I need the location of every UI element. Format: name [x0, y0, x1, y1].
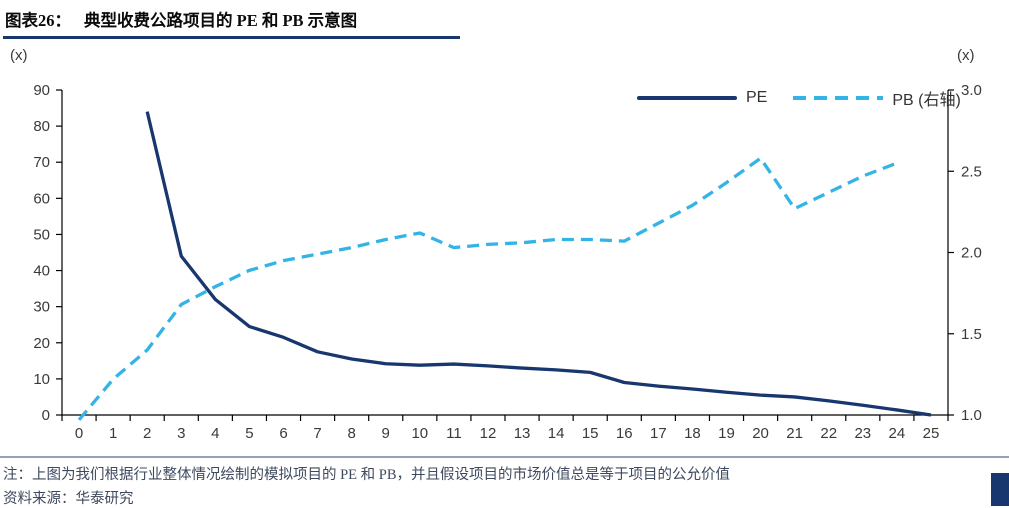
x-axis-tick-label: 12: [480, 425, 497, 442]
x-axis-tick-label: 19: [718, 425, 735, 442]
figure-header: 图表26： 典型收费公路项目的 PE 和 PB 示意图: [3, 5, 460, 39]
right-axis-tick-label: 3.0: [961, 82, 982, 99]
page-title: 典型收费公路项目的 PE 和 PB 示意图: [84, 11, 358, 30]
pb-legend-label: PB (右轴): [892, 92, 961, 109]
left-axis-tick-label: 20: [33, 335, 50, 352]
x-axis-tick-label: 14: [548, 425, 565, 442]
x-axis-tick-label: 6: [279, 425, 287, 442]
pe-legend-swatch: [637, 96, 737, 100]
right-axis-tick-label: 2.0: [961, 245, 982, 262]
left-axis-tick-label: 50: [33, 226, 50, 243]
x-axis-tick-label: 10: [411, 425, 428, 442]
left-axis-tick-label: 30: [33, 299, 50, 316]
left-axis-tick-label: 10: [33, 371, 50, 388]
figure-note: 注：上图为我们根据行业整体情况绘制的模拟项目的 PE 和 PB，并且假设项目的市…: [3, 467, 731, 483]
x-axis-tick-label: 13: [514, 425, 531, 442]
x-axis-tick-label: 0: [75, 425, 83, 442]
pe-line: [145, 111, 932, 417]
x-axis-tick-label: 23: [854, 425, 871, 442]
x-axis-tick-label: 22: [820, 425, 837, 442]
left-axis-tick-label: 60: [33, 190, 50, 207]
x-axis-tick-label: 18: [684, 425, 701, 442]
left-axis-tick-label: 0: [42, 407, 50, 424]
x-axis-tick-label: 5: [245, 425, 253, 442]
right-axis-tick-label: 1.5: [961, 326, 982, 343]
right-axis-tick-label: 2.5: [961, 163, 982, 180]
x-axis-tick-label: 24: [889, 425, 906, 442]
pe-legend-label: PE: [746, 89, 768, 106]
x-axis-tick-label: 3: [177, 425, 185, 442]
left-axis-tick-label: 80: [33, 118, 50, 135]
x-axis-tick-label: 2: [143, 425, 151, 442]
left-axis-tick-label: 40: [33, 263, 50, 280]
left-axis-tick-label: 70: [33, 154, 50, 171]
figure-source: 资料来源：华泰研究: [3, 491, 134, 507]
x-axis-tick-label: 11: [446, 425, 462, 442]
x-axis-tick-label: 20: [752, 425, 769, 442]
chart-legend: PE PB (右轴): [637, 89, 961, 109]
x-axis-tick-label: 4: [211, 425, 219, 442]
left-axis-tick-label: 90: [33, 82, 50, 99]
x-axis-tick-label: 15: [582, 425, 599, 442]
pb-line: [77, 156, 898, 421]
x-axis-tick-label: 1: [109, 425, 117, 442]
figure-footer: 注：上图为我们根据行业整体情况绘制的模拟项目的 PE 和 PB，并且假设项目的市…: [0, 456, 1009, 508]
x-axis-tick-label: 8: [347, 425, 355, 442]
figure-label: 图表26：: [5, 11, 71, 30]
right-axis-unit-label: (x): [957, 47, 975, 64]
x-axis-tick-label: 9: [382, 425, 390, 442]
pb-legend-swatch: [793, 96, 884, 100]
x-axis-tick-label: 7: [313, 425, 321, 442]
right-axis-tick-label: 1.0: [961, 407, 982, 424]
page-corner-decoration: [991, 473, 1009, 506]
x-axis-tick-label: 21: [786, 425, 803, 442]
x-axis-tick-label: 16: [616, 425, 633, 442]
x-axis-tick-label: 17: [650, 425, 667, 442]
x-axis-tick-label: 25: [923, 425, 940, 442]
left-axis-unit-label: (x): [10, 47, 28, 64]
